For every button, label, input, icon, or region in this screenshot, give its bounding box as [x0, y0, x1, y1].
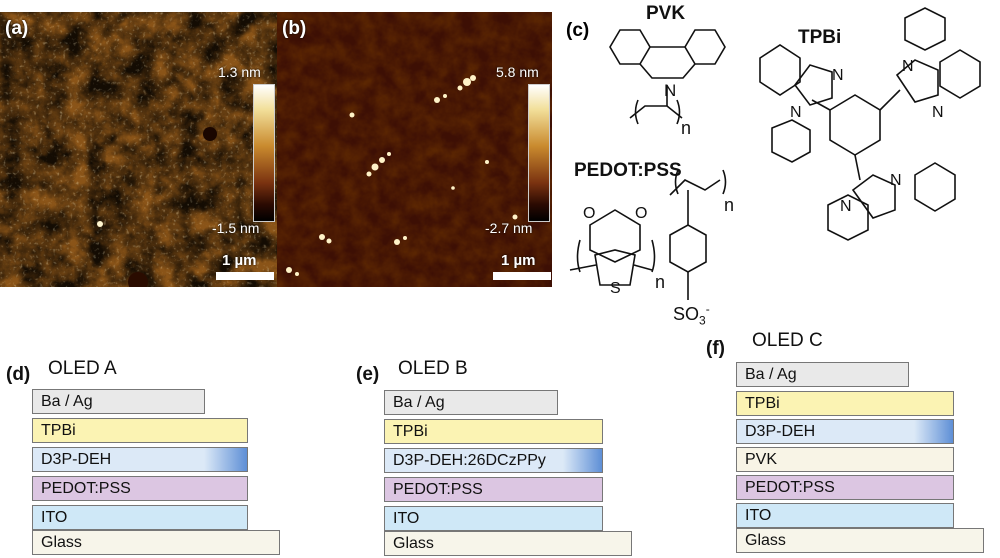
layer-d3p-deh-26dczppy: D3P-DEH:26DCzPPy: [384, 448, 603, 473]
tpbi-name: TPBi: [798, 27, 842, 48]
oled-stack-c: (f) OLED C Ba / Ag TPBi D3P-DEH PVK PEDO…: [706, 326, 1000, 556]
panel-label-c: (c): [566, 20, 590, 41]
layer-pedot-pss: PEDOT:PSS: [32, 476, 248, 501]
colorbar-min-b: -2.7 nm: [485, 220, 533, 236]
colorbar-min-a: -1.5 nm: [212, 220, 260, 236]
pss-styrene: [669, 169, 727, 300]
pedot-thiophene: [569, 209, 656, 286]
pvk-n-atom: N: [664, 81, 677, 100]
oled-c-title: OLED C: [752, 330, 823, 351]
layer-glass: Glass: [384, 531, 632, 556]
layer-pedot-pss: PEDOT:PSS: [384, 477, 603, 502]
layer-glass: Glass: [32, 530, 280, 555]
pedot-o-atom-1: O: [583, 205, 596, 222]
afm-image-a: (a) 1.3 nm -1.5 nm 1 µm: [0, 12, 277, 287]
oled-stack-a: (d) OLED A Ba / Ag TPBi D3P-DEH PEDOT:PS…: [0, 352, 300, 555]
pvk-name: PVK: [646, 3, 686, 24]
panel-label-a: (a): [5, 18, 29, 39]
layer-ito: ITO: [32, 505, 248, 530]
scale-bar-label-a: 1 µm: [222, 252, 257, 269]
afm-surface-a: [0, 12, 277, 287]
oled-stack-b: (e) OLED B Ba / Ag TPBi D3P-DEH:26DCzPPy…: [356, 352, 656, 557]
oled-b-title: OLED B: [398, 358, 468, 379]
tpbi-n-atom-3: N: [902, 58, 914, 75]
pss-sulfonate: SO3-: [673, 302, 710, 328]
layer-tpbi: TPBi: [32, 418, 248, 443]
sulfonate-so: SO: [673, 304, 700, 324]
tpbi-n-atom-1: N: [832, 67, 844, 84]
scale-bar-label-b: 1 µm: [501, 252, 536, 269]
layer-d3p-deh: D3P-DEH: [32, 447, 248, 472]
layer-ba-ag: Ba / Ag: [32, 389, 205, 414]
tpbi-core: [759, 7, 981, 241]
pedot-subscript-n: n: [655, 272, 666, 292]
layer-glass: Glass: [736, 528, 984, 553]
pvk-carbazole: [609, 29, 726, 125]
chemical-structures: (c) PVK TPBi PEDOT:PSS: [560, 0, 1000, 340]
layer-ba-ag: Ba / Ag: [384, 390, 558, 415]
panel-label-e: (e): [356, 364, 380, 385]
layer-pvk: PVK: [736, 447, 954, 472]
afm-surface-b: [277, 12, 552, 287]
layer-d3p-deh: D3P-DEH: [736, 419, 954, 444]
panel-label-b: (b): [282, 18, 307, 39]
colorbar-max-b: 5.8 nm: [496, 64, 539, 80]
oled-a-title: OLED A: [48, 358, 117, 379]
layer-tpbi: TPBi: [736, 391, 954, 416]
layer-ito: ITO: [384, 506, 603, 531]
pedot-s-atom: S: [610, 280, 621, 297]
layer-ito: ITO: [736, 503, 954, 528]
afm-image-b: (b) 5.8 nm -2.7 nm 1 µm: [277, 12, 552, 287]
colorbar-b: [528, 84, 550, 222]
layer-tpbi: TPBi: [384, 419, 603, 444]
pedot-pss-name: PEDOT:PSS: [574, 160, 682, 181]
scale-bar-a: [216, 272, 274, 280]
panel-label-d: (d): [6, 364, 31, 385]
tpbi-n-atom-4: N: [932, 104, 944, 121]
layer-ba-ag: Ba / Ag: [736, 362, 909, 387]
panel-label-f: (f): [706, 338, 725, 359]
sulfonate-sub: 3: [699, 313, 706, 328]
tpbi-n-atom-5: N: [840, 198, 852, 215]
colorbar-a: [253, 84, 275, 222]
tpbi-n-atom-2: N: [790, 104, 802, 121]
sulfonate-sup: -: [705, 302, 710, 316]
pedot-o-atom-2: O: [635, 205, 648, 222]
pss-subscript-n: n: [724, 195, 735, 215]
scale-bar-b: [493, 272, 551, 280]
colorbar-max-a: 1.3 nm: [218, 64, 261, 80]
structure-drawings: [569, 7, 981, 300]
pvk-subscript-n: n: [681, 118, 692, 138]
tpbi-n-atom-6: N: [890, 172, 902, 189]
layer-pedot-pss: PEDOT:PSS: [736, 475, 954, 500]
